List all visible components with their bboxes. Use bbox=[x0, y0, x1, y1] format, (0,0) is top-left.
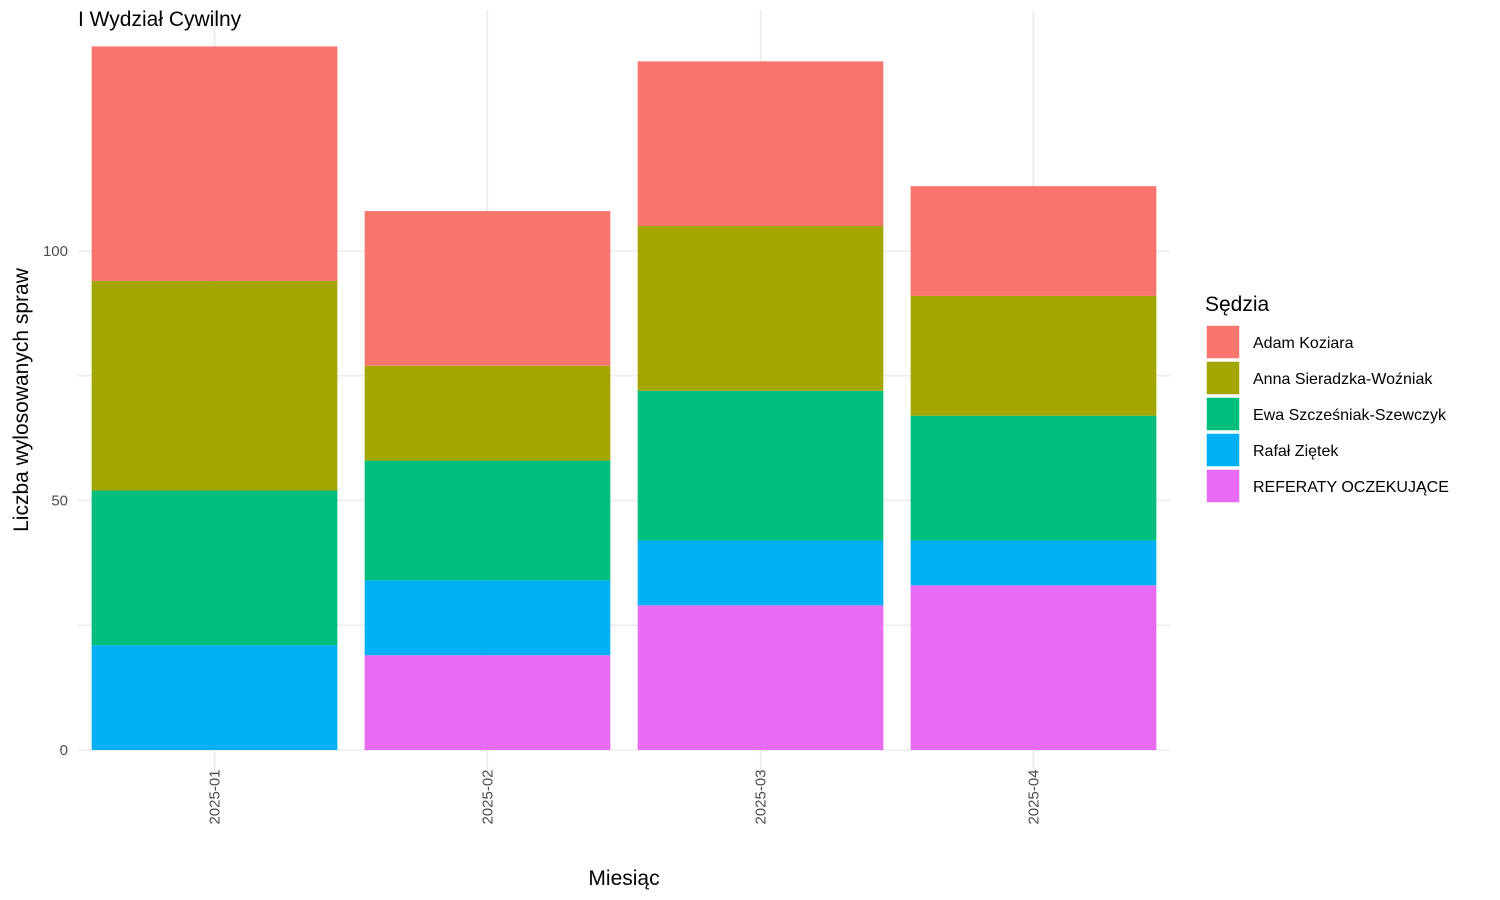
bar-2025-02-series-1 bbox=[364, 580, 611, 656]
bar-2025-04-series-0 bbox=[910, 585, 1157, 750]
legend-label-4: REFERATY OCZEKUJĄCE bbox=[1253, 479, 1449, 496]
bar-2025-01-series-3 bbox=[91, 280, 338, 491]
bar-2025-02-series-3 bbox=[364, 365, 611, 461]
chart-title: I Wydział Cywilny bbox=[78, 8, 242, 31]
bar-2025-03-series-0 bbox=[637, 605, 884, 750]
bar-2025-02-series-4 bbox=[364, 211, 611, 366]
bar-2025-04-series-1 bbox=[910, 540, 1157, 586]
y-tick-label-0: 0 bbox=[60, 742, 68, 759]
legend-label-0: Adam Koziara bbox=[1253, 335, 1354, 352]
legend-key-1 bbox=[1205, 360, 1241, 396]
x-tick-label-2: 2025-03 bbox=[753, 769, 770, 824]
legend-title: Sędzia bbox=[1205, 293, 1270, 316]
y-axis-title: Liczba wylosowanych spraw bbox=[10, 267, 33, 532]
x-axis-title: Miesiąc bbox=[588, 867, 659, 890]
x-tick-label-1: 2025-02 bbox=[480, 769, 497, 824]
bar-2025-03-series-4 bbox=[637, 61, 884, 227]
legend-label-2: Ewa Szcześniak-Szewczyk bbox=[1253, 407, 1447, 424]
legend-key-3 bbox=[1205, 432, 1241, 468]
bar-2025-01-series-4 bbox=[91, 46, 338, 281]
bar-2025-01-series-2 bbox=[91, 490, 338, 646]
bar-2025-04-series-3 bbox=[910, 295, 1157, 416]
bar-2025-02-series-0 bbox=[364, 655, 611, 750]
bar-2025-02-series-2 bbox=[364, 460, 611, 581]
legend-key-2 bbox=[1205, 396, 1241, 432]
legend-key-4 bbox=[1205, 468, 1241, 504]
legend-key-0 bbox=[1205, 324, 1241, 360]
bar-2025-03-series-1 bbox=[637, 540, 884, 606]
bar-2025-01-series-1 bbox=[91, 645, 338, 750]
legend-label-1: Anna Sieradzka-Woźniak bbox=[1253, 371, 1433, 388]
bar-2025-04-series-4 bbox=[910, 186, 1157, 296]
bars bbox=[91, 46, 1157, 750]
x-tick-label-3: 2025-04 bbox=[1026, 769, 1043, 824]
y-tick-label-2: 100 bbox=[43, 243, 68, 260]
bar-2025-03-series-3 bbox=[637, 226, 884, 391]
y-tick-label-1: 50 bbox=[51, 493, 68, 510]
x-axis-ticks: 2025-01 2025-02 2025-03 2025-04 bbox=[207, 769, 1043, 824]
bar-2025-03-series-2 bbox=[637, 390, 884, 541]
bar-2025-04-series-2 bbox=[910, 415, 1157, 541]
y-axis-ticks: 0 50 100 bbox=[43, 243, 68, 759]
x-tick-label-0: 2025-01 bbox=[207, 769, 224, 824]
legend-label-3: Rafał Ziętek bbox=[1253, 443, 1339, 460]
legend: Sędzia Adam Koziara Anna Sieradzka-Woźnia… bbox=[1205, 293, 1449, 504]
